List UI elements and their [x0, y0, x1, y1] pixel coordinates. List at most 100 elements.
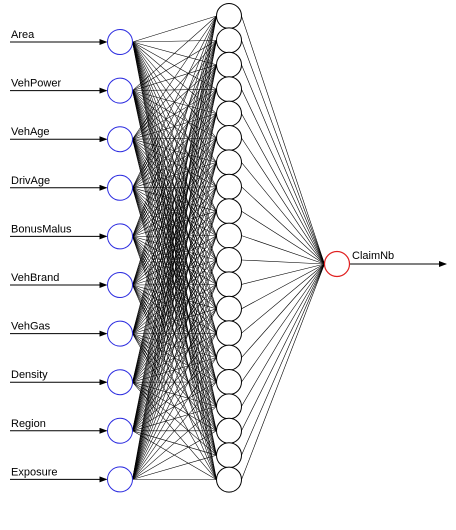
hidden-node-11 — [216, 271, 242, 298]
output-label: ClaimNb — [352, 250, 394, 262]
edge-input-7-hidden-0 — [132, 15, 217, 383]
edge-hidden-15-output — [241, 263, 325, 383]
edge-input-0-hidden-0 — [132, 15, 217, 43]
edge-hidden-4-output — [241, 113, 325, 265]
edge-input-9-hidden-16 — [132, 406, 217, 480]
edge-input-9-hidden-0 — [132, 15, 217, 480]
hidden-node-9 — [216, 222, 242, 249]
hidden-node-8 — [216, 198, 242, 225]
hidden-node-16 — [216, 393, 242, 420]
input-node-6 — [107, 320, 133, 347]
edge-input-6-hidden-1 — [132, 40, 217, 334]
input-node-8 — [107, 417, 133, 444]
hidden-node-6 — [216, 149, 242, 176]
input-node-1 — [107, 77, 133, 104]
input-label-bonusmalus: BonusMalus — [11, 223, 72, 235]
hidden-node-10 — [216, 247, 242, 273]
edge-input-9-hidden-2 — [132, 64, 217, 480]
edge-input-2-hidden-1 — [132, 40, 217, 140]
hidden-node-12 — [216, 295, 242, 322]
input-node-5 — [107, 272, 133, 298]
hidden-node-19 — [216, 466, 242, 493]
edge-input-9-hidden-7 — [132, 186, 217, 480]
edge-input-9-hidden-6 — [132, 162, 217, 480]
input-label-region: Region — [11, 418, 46, 430]
edge-hidden-12-output — [241, 263, 325, 310]
hidden-node-0 — [216, 3, 242, 29]
input-node-9 — [107, 466, 133, 493]
edge-hidden-0-output — [241, 15, 325, 265]
edge-hidden-19-output — [241, 263, 325, 480]
edge-input-5-hidden-0 — [132, 15, 217, 286]
hidden-node-3 — [216, 76, 242, 103]
input-arrow-layer — [10, 39, 447, 483]
input-label-density: Density — [11, 369, 48, 381]
hidden-node-1 — [216, 27, 242, 54]
edge-hidden-3-output — [241, 89, 325, 265]
edge-input-9-hidden-8 — [132, 211, 217, 480]
hidden-node-2 — [216, 51, 242, 78]
input-label-exposure: Exposure — [11, 466, 57, 478]
edge-hidden-1-output — [241, 40, 325, 265]
edge-input-4-hidden-1 — [132, 40, 217, 237]
input-node-0 — [107, 29, 133, 55]
input-label-vehage: VehAge — [11, 126, 50, 138]
edge-input-4-hidden-0 — [132, 15, 217, 237]
edge-hidden-9-output — [241, 235, 325, 265]
hidden-node-13 — [216, 320, 242, 347]
edge-input-0-hidden-1 — [132, 40, 217, 43]
edge-input-9-hidden-5 — [132, 137, 217, 480]
edge-hidden-18-output — [241, 263, 325, 456]
edge-input-9-hidden-18 — [132, 454, 217, 480]
input-label-vehpower: VehPower — [11, 78, 61, 90]
edge-hidden-2-output — [241, 64, 325, 265]
edge-input-3-hidden-0 — [132, 15, 217, 188]
input-node-4 — [107, 223, 133, 250]
label-layer: Area VehPower VehAge DrivAge BonusMalus VehBr… — [11, 29, 394, 478]
hidden-node-18 — [216, 442, 242, 469]
edge-hidden-10-output — [241, 259, 325, 265]
edge-input-8-hidden-1 — [132, 40, 217, 431]
edge-input-7-hidden-1 — [132, 40, 217, 383]
input-label-area: Area — [11, 29, 35, 41]
edge-layer — [132, 15, 325, 480]
edge-input-2-hidden-0 — [132, 15, 217, 140]
edge-hidden-7-output — [241, 186, 325, 265]
edge-input-6-hidden-0 — [132, 15, 217, 334]
edge-input-1-hidden-0 — [132, 15, 217, 91]
edge-hidden-6-output — [241, 162, 325, 265]
hidden-node-5 — [216, 125, 242, 151]
edge-hidden-8-output — [241, 210, 325, 265]
edge-hidden-13-output — [241, 263, 325, 334]
edge-input-9-hidden-14 — [132, 357, 217, 480]
input-node-3 — [107, 174, 133, 201]
edge-input-9-hidden-11 — [132, 284, 217, 480]
input-label-vehgas: VehGas — [11, 321, 51, 333]
edge-input-5-hidden-1 — [132, 40, 217, 286]
edge-hidden-5-output — [241, 137, 325, 265]
edge-input-9-hidden-9 — [132, 235, 217, 480]
hidden-node-7 — [216, 173, 242, 200]
input-node-7 — [107, 369, 133, 396]
node-layer — [107, 3, 351, 493]
edge-input-3-hidden-1 — [132, 40, 217, 188]
input-label-vehbrand: VehBrand — [11, 272, 59, 284]
edge-input-9-hidden-15 — [132, 381, 217, 480]
edge-input-9-hidden-3 — [132, 89, 217, 480]
edge-input-9-hidden-4 — [132, 113, 217, 480]
edge-input-1-hidden-1 — [132, 40, 217, 91]
edge-hidden-11-output — [241, 263, 325, 285]
edge-input-9-hidden-12 — [132, 308, 217, 480]
edge-hidden-16-output — [241, 263, 325, 407]
hidden-node-14 — [216, 344, 242, 371]
input-label-drivage: DrivAge — [11, 175, 50, 187]
hidden-node-17 — [216, 417, 242, 444]
output-node — [323, 250, 351, 278]
hidden-node-4 — [216, 100, 242, 127]
edge-input-8-hidden-0 — [132, 15, 217, 431]
input-node-2 — [107, 126, 133, 153]
edge-hidden-14-output — [241, 263, 325, 358]
hidden-node-15 — [216, 369, 242, 395]
edge-input-9-hidden-1 — [132, 40, 217, 480]
